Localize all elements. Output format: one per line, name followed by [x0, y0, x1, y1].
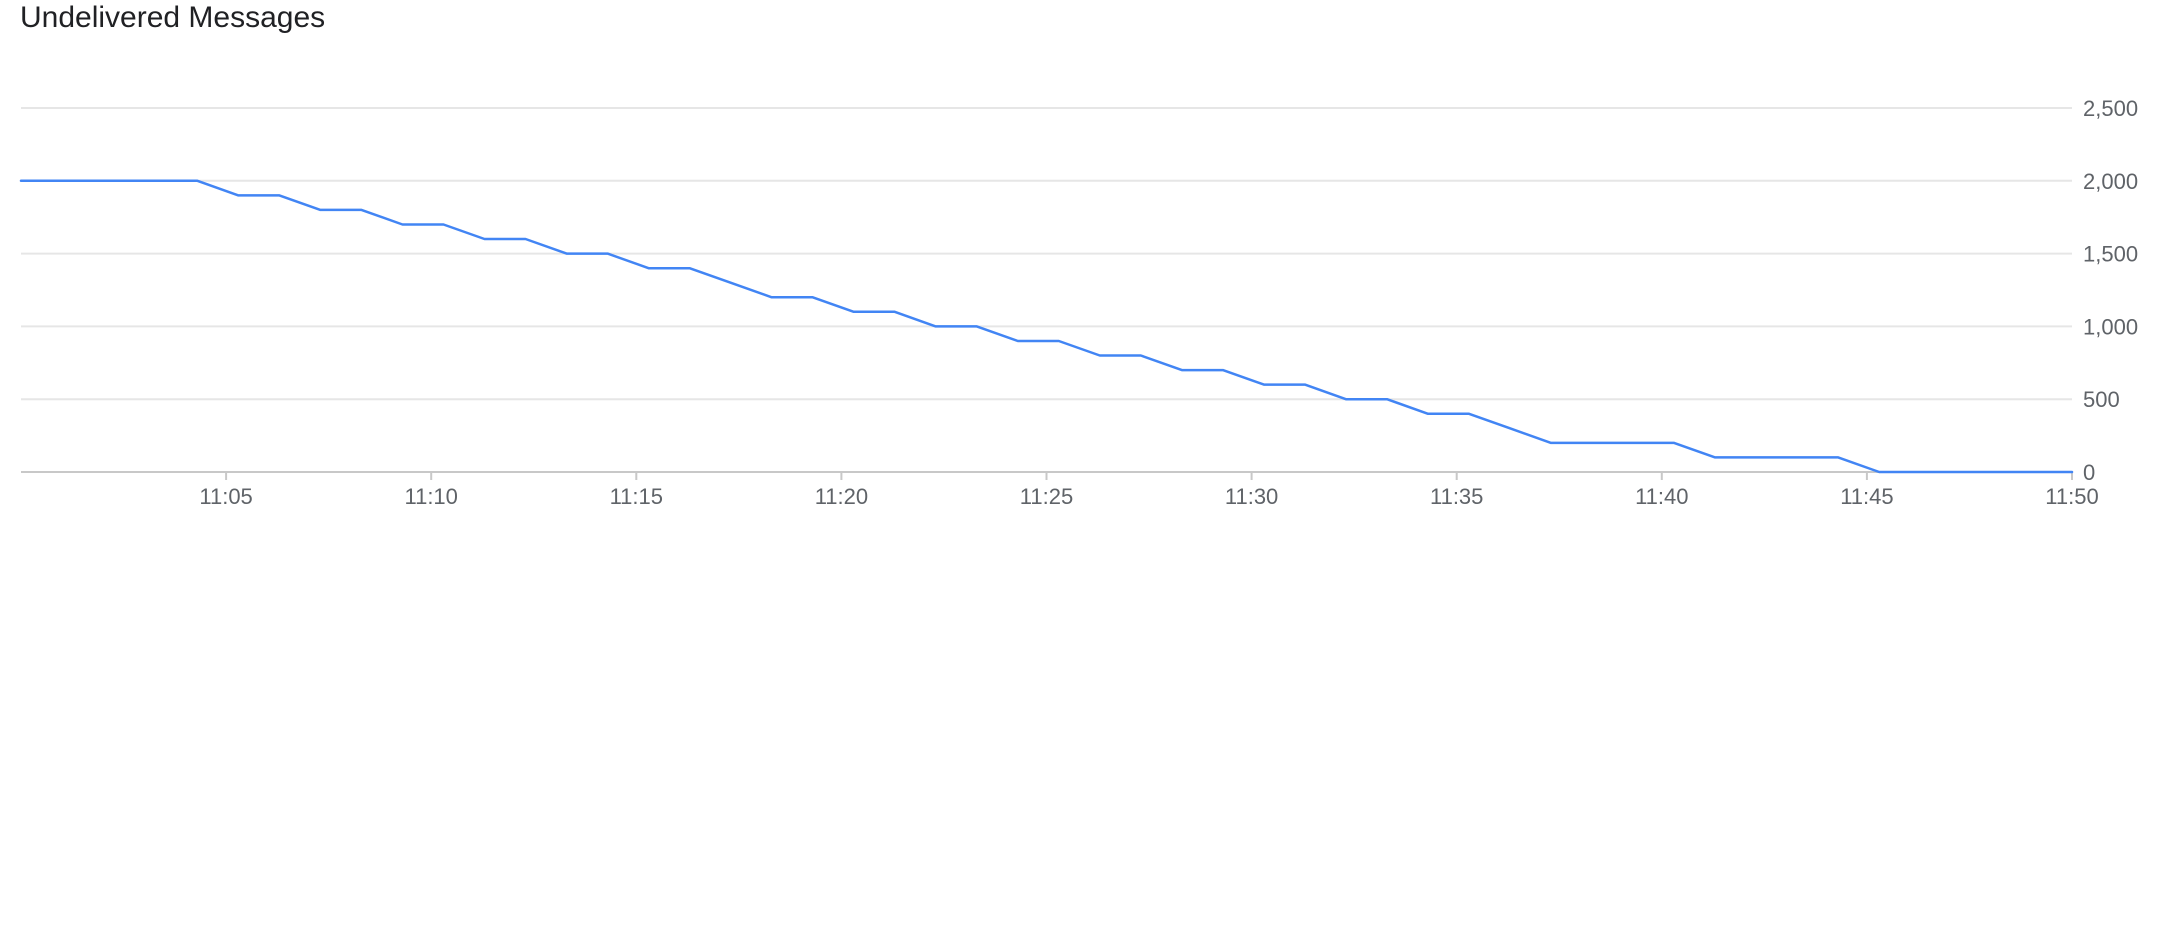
- gridlines: [21, 107, 2072, 401]
- x-tick-label-1110: 11:10: [404, 484, 457, 509]
- x-tick-label-1135: 11:35: [1430, 484, 1483, 509]
- y-tick-labels: 0 500 1,000 1,500 2,000 2,500: [2083, 96, 2138, 485]
- x-tick-label-1120: 11:20: [815, 484, 868, 509]
- x-tick-label-1130: 11:30: [1225, 484, 1278, 509]
- x-tick-labels: 11:05 11:10 11:15 11:20 11:25 11:30 11:35 11:40…: [199, 484, 2098, 509]
- y-tick-label-500: 500: [2083, 387, 2120, 412]
- x-tick-label-1145: 11:45: [1840, 484, 1893, 509]
- x-tick-label-1115: 11:15: [610, 484, 663, 509]
- y-tick-label-2500: 2,500: [2083, 96, 2138, 121]
- x-tick-label-1150: 11:50: [2045, 484, 2098, 509]
- x-tick-label-1140: 11:40: [1635, 484, 1688, 509]
- series-line-0: [19, 179, 2074, 474]
- x-axis: [21, 471, 2073, 480]
- y-tick-label-1000: 1,000: [2083, 314, 2138, 339]
- y-tick-label-1500: 1,500: [2083, 242, 2138, 267]
- x-tick-label-1105: 11:05: [199, 484, 252, 509]
- y-tick-label-0: 0: [2083, 460, 2095, 485]
- chart-title: Undelivered Messages: [20, 1, 326, 34]
- series-layer: [19, 179, 2074, 474]
- x-tick-label-1125: 11:25: [1020, 484, 1073, 509]
- y-tick-label-2000: 2,000: [2083, 169, 2138, 194]
